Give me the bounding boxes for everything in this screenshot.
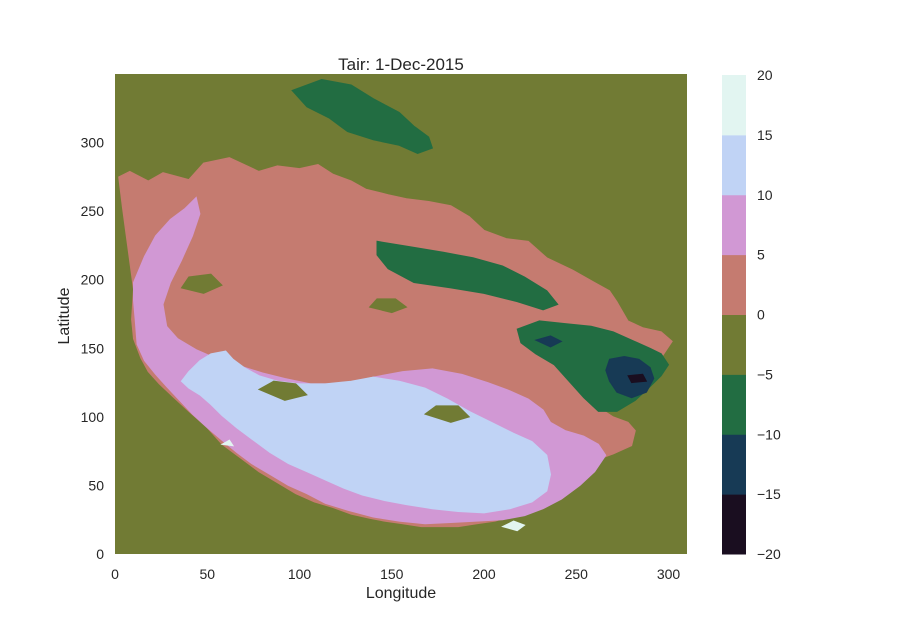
x-axis-label: Longitude [366, 585, 436, 602]
y-axis-ticks: 0 50 100 150 200 250 300 [81, 135, 105, 562]
x-tick-label: 200 [472, 566, 496, 582]
colorbar-tick-label: −5 [757, 366, 773, 382]
colorbar-swatch [722, 134, 746, 196]
colorbar-swatch [722, 254, 746, 315]
contour-region--5-to-0 [368, 298, 408, 314]
colorbar-tick-label: −15 [757, 486, 781, 502]
contour-region--5-to-0 [180, 273, 223, 294]
x-axis-ticks: 0 50 100 150 200 250 300 [111, 566, 680, 582]
x-tick-label: 0 [111, 566, 119, 582]
colorbar-swatch [722, 75, 746, 136]
colorbar-tick-label: 10 [757, 187, 773, 203]
contour-region-15-to-20 [501, 520, 526, 532]
y-axis-label: Latitude [56, 287, 73, 344]
y-tick-label: 0 [96, 546, 104, 562]
colorbar-tick-label: 15 [757, 127, 773, 143]
x-tick-label: 150 [380, 566, 404, 582]
y-tick-label: 250 [81, 203, 105, 219]
contour-region--20-to--15 [627, 373, 648, 384]
colorbar-swatch [722, 314, 746, 375]
contour-region--10-to--5 [291, 78, 434, 155]
colorbar [722, 75, 746, 555]
colorbar-swatch [722, 494, 746, 555]
y-tick-label: 200 [81, 272, 105, 288]
colorbar-ticks: −20 −15 −10 −5 0 5 10 15 20 [757, 67, 781, 562]
y-tick-label: 300 [81, 135, 105, 151]
colorbar-swatch [722, 434, 746, 495]
contour-regions [118, 78, 673, 532]
x-tick-label: 50 [199, 566, 215, 582]
contour-region-15-to-20 [220, 439, 235, 447]
colorbar-tick-label: −10 [757, 426, 781, 442]
colorbar-tick-label: 0 [757, 307, 765, 323]
x-tick-label: 250 [565, 566, 589, 582]
y-tick-label: 50 [88, 477, 104, 493]
y-tick-label: 150 [81, 340, 105, 356]
colorbar-swatch [722, 194, 746, 256]
contour-region--10-to--5 [376, 240, 559, 311]
contour-region--15-to--10 [534, 335, 563, 348]
contour-region--5-to-0 [257, 380, 308, 401]
colorbar-tick-label: 20 [757, 67, 773, 83]
contour-region--5-to-0 [423, 405, 471, 423]
x-tick-label: 100 [288, 566, 312, 582]
x-tick-label: 300 [657, 566, 681, 582]
colorbar-tick-label: 5 [757, 247, 765, 263]
colorbar-swatch [722, 374, 746, 435]
colorbar-tick-label: −20 [757, 546, 781, 562]
chart-title: Tair: 1-Dec-2015 [338, 55, 464, 74]
y-tick-label: 100 [81, 409, 105, 425]
